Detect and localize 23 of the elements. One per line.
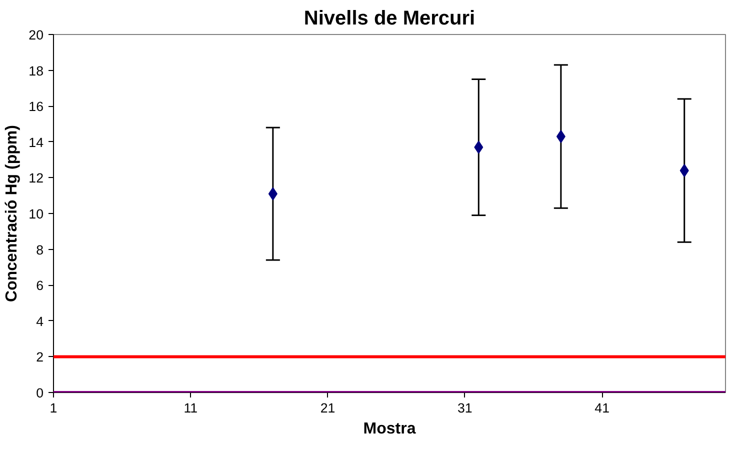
y-tick-label: 2 xyxy=(36,350,44,365)
x-tick-label: 1 xyxy=(50,400,58,416)
y-tick-label: 16 xyxy=(28,99,44,114)
y-tick-label: 4 xyxy=(36,314,44,329)
x-axis-title: Mostra xyxy=(363,420,416,438)
x-tick-label: 41 xyxy=(594,400,610,416)
x-tick-label: 21 xyxy=(320,400,336,416)
x-tick-label: 31 xyxy=(458,400,472,416)
y-tick-label: 20 xyxy=(28,28,44,42)
y-tick-label: 6 xyxy=(36,278,44,294)
point xyxy=(556,130,566,144)
x-tick-label: 11 xyxy=(184,400,198,416)
chart-title: Nivells de Mercuri xyxy=(304,8,476,30)
y-tick-label: 14 xyxy=(28,134,44,150)
y-axis-title: Concentració Hg (ppm) xyxy=(4,125,21,302)
y-tick-label: 0 xyxy=(36,386,44,400)
y-tick-label: 8 xyxy=(36,242,44,258)
point xyxy=(474,140,484,154)
point xyxy=(268,187,278,200)
point xyxy=(680,164,689,178)
y-tick-label: 12 xyxy=(28,170,44,186)
y-tick-label: 10 xyxy=(28,206,44,222)
y-tick-label: 18 xyxy=(28,63,44,78)
